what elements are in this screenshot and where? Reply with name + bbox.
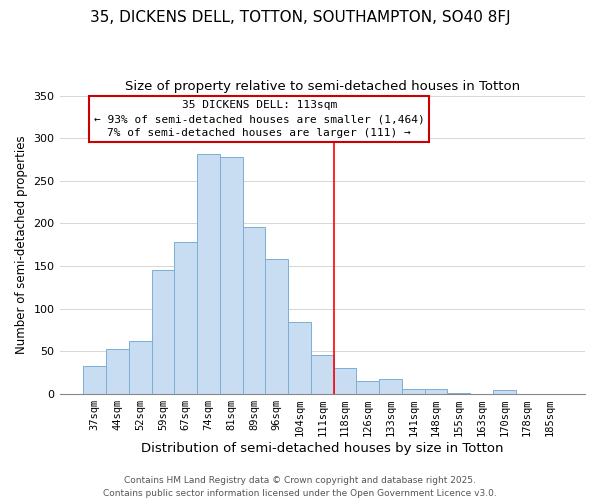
Title: Size of property relative to semi-detached houses in Totton: Size of property relative to semi-detach… (125, 80, 520, 93)
Bar (265, 260, 288, 394)
Bar (129, 341, 152, 394)
Bar (311, 355, 334, 394)
Bar (106, 349, 129, 394)
Text: 35, DICKENS DELL, TOTTON, SOUTHAMPTON, SO40 8FJ: 35, DICKENS DELL, TOTTON, SOUTHAMPTON, S… (89, 10, 511, 25)
Bar (220, 157, 242, 394)
Bar (334, 368, 356, 394)
Bar (379, 378, 402, 394)
Text: 35 DICKENS DELL: 113sqm
← 93% of semi-detached houses are smaller (1,464)
7% of : 35 DICKENS DELL: 113sqm ← 93% of semi-de… (94, 100, 425, 138)
Y-axis label: Number of semi-detached properties: Number of semi-detached properties (15, 136, 28, 354)
Bar (493, 390, 515, 394)
Bar (288, 322, 311, 394)
Bar (152, 270, 175, 394)
Bar (448, 393, 470, 394)
Bar (242, 227, 265, 394)
Bar (83, 366, 106, 394)
Bar (197, 154, 220, 394)
Text: Contains HM Land Registry data © Crown copyright and database right 2025.
Contai: Contains HM Land Registry data © Crown c… (103, 476, 497, 498)
Bar (402, 389, 425, 394)
Bar (425, 389, 448, 394)
Bar (175, 242, 197, 394)
Bar (356, 382, 379, 394)
X-axis label: Distribution of semi-detached houses by size in Totton: Distribution of semi-detached houses by … (141, 442, 503, 455)
